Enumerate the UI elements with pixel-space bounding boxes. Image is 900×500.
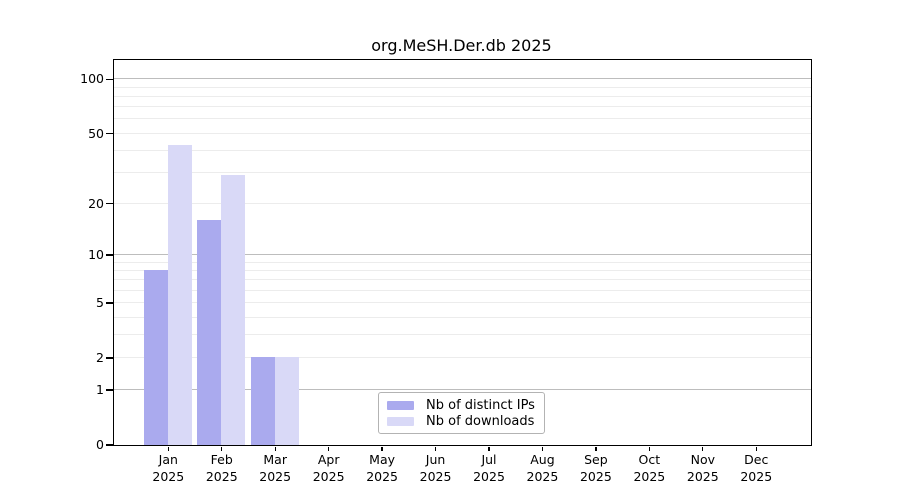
bar-nb-of-distinct-ips (143, 270, 168, 445)
x-tick-month: Nov (690, 452, 715, 467)
bar-nb-of-downloads (274, 357, 299, 445)
x-tick (221, 446, 223, 451)
legend-label: Nb of downloads (426, 413, 535, 429)
x-tick (702, 446, 704, 451)
gridline-minor (113, 118, 811, 120)
x-tick-label: Sep 2025 (566, 451, 626, 485)
x-tick-label: Aug 2025 (512, 451, 572, 485)
x-tick-label: Jan 2025 (138, 451, 198, 485)
y-tick-label: 10 (88, 247, 104, 263)
y-tick (106, 132, 113, 135)
x-tick-month: Oct (638, 452, 661, 467)
x-tick-year: 2025 (686, 469, 719, 484)
x-tick-year: 2025 (312, 469, 345, 484)
legend: Nb of distinct IPs Nb of downloads (378, 391, 545, 434)
nb-of-distinct-ips-swatch (387, 401, 414, 410)
x-tick-year: 2025 (259, 469, 292, 484)
x-tick-label: May 2025 (352, 451, 412, 485)
y-tick-label: 0 (96, 437, 104, 452)
x-tick-month: Jun (425, 452, 446, 467)
x-tick-year: 2025 (633, 469, 666, 484)
gridline-minor (113, 171, 811, 173)
x-tick (755, 446, 757, 451)
gridline-major (113, 78, 811, 80)
gridline-minor (113, 132, 811, 134)
x-tick-month: Apr (317, 452, 340, 467)
x-tick (328, 446, 330, 451)
y-tick (106, 254, 113, 256)
gridline-minor (113, 279, 811, 281)
x-tick (274, 446, 276, 451)
gridline-minor (113, 316, 811, 318)
x-tick-year: 2025 (152, 469, 185, 484)
x-tick-label: Nov 2025 (673, 451, 733, 485)
nb-of-downloads-swatch (387, 417, 414, 426)
x-tick-month: May (369, 452, 396, 467)
y-tick-label: 2 (96, 349, 104, 365)
x-tick-label: Oct 2025 (619, 451, 679, 485)
bar-nb-of-distinct-ips (250, 357, 275, 445)
x-tick-label: Mar 2025 (245, 451, 305, 485)
x-tick-year: 2025 (205, 469, 238, 484)
gridline-minor (113, 106, 811, 108)
bar-nb-of-downloads (221, 175, 246, 445)
x-tick (541, 446, 544, 451)
y-tick (106, 302, 113, 304)
gridline-minor (113, 202, 811, 204)
bar-nb-of-downloads (167, 144, 192, 445)
x-tick-month: Feb (210, 452, 233, 467)
y-tick (106, 357, 113, 359)
x-tick-month: Sep (584, 452, 608, 467)
x-tick-month: Jul (481, 452, 497, 467)
gridline-minor (113, 95, 811, 97)
plot-area (112, 58, 812, 446)
x-tick-label: Jun 2025 (406, 451, 466, 485)
x-tick-year: 2025 (366, 469, 398, 484)
x-tick-month: Dec (744, 452, 769, 467)
x-tick-year: 2025 (419, 469, 452, 484)
x-tick-month: Aug (530, 452, 555, 467)
gridline-major (113, 254, 811, 256)
x-tick (595, 446, 597, 451)
x-tick (167, 446, 169, 451)
x-tick-month: Jan (158, 452, 178, 467)
x-tick (434, 446, 437, 451)
y-tick (106, 78, 113, 81)
gridline-minor (113, 269, 811, 271)
y-tick (106, 444, 113, 446)
x-tick (488, 446, 490, 451)
chart-title: org.MeSH.Der.db 2025 (371, 36, 552, 55)
x-tick (648, 446, 650, 451)
gridline-minor (113, 261, 811, 263)
x-tick-year: 2025 (579, 469, 612, 484)
gridline-minor (113, 334, 811, 336)
x-tick-label: Dec 2025 (726, 451, 786, 485)
gridline-minor (113, 302, 811, 304)
legend-item: Nb of downloads (387, 414, 536, 430)
gridline-minor (113, 356, 811, 358)
bar-nb-of-distinct-ips (197, 220, 222, 445)
x-tick-year: 2025 (473, 469, 505, 484)
gridline-minor (113, 149, 811, 151)
y-tick-label: 100 (80, 71, 104, 87)
gridline-major (113, 389, 811, 391)
y-tick-label: 5 (96, 295, 104, 311)
x-tick-label: Feb 2025 (192, 451, 252, 485)
legend-label: Nb of distinct IPs (426, 397, 535, 413)
gridline-minor (113, 289, 811, 291)
x-tick-month: Mar (263, 452, 287, 467)
x-tick-label: Apr 2025 (299, 451, 359, 485)
x-tick-year: 2025 (526, 469, 559, 484)
y-tick (106, 203, 113, 205)
x-tick-year: 2025 (740, 469, 773, 484)
legend-item: Nb of distinct IPs (387, 398, 536, 414)
y-tick (106, 389, 113, 391)
x-tick (381, 446, 383, 451)
y-tick-label: 20 (88, 195, 104, 211)
y-tick-label: 50 (88, 125, 104, 141)
y-tick-label: 1 (96, 382, 104, 398)
x-tick-label: Jul 2025 (459, 451, 519, 485)
gridline-minor (113, 86, 811, 88)
